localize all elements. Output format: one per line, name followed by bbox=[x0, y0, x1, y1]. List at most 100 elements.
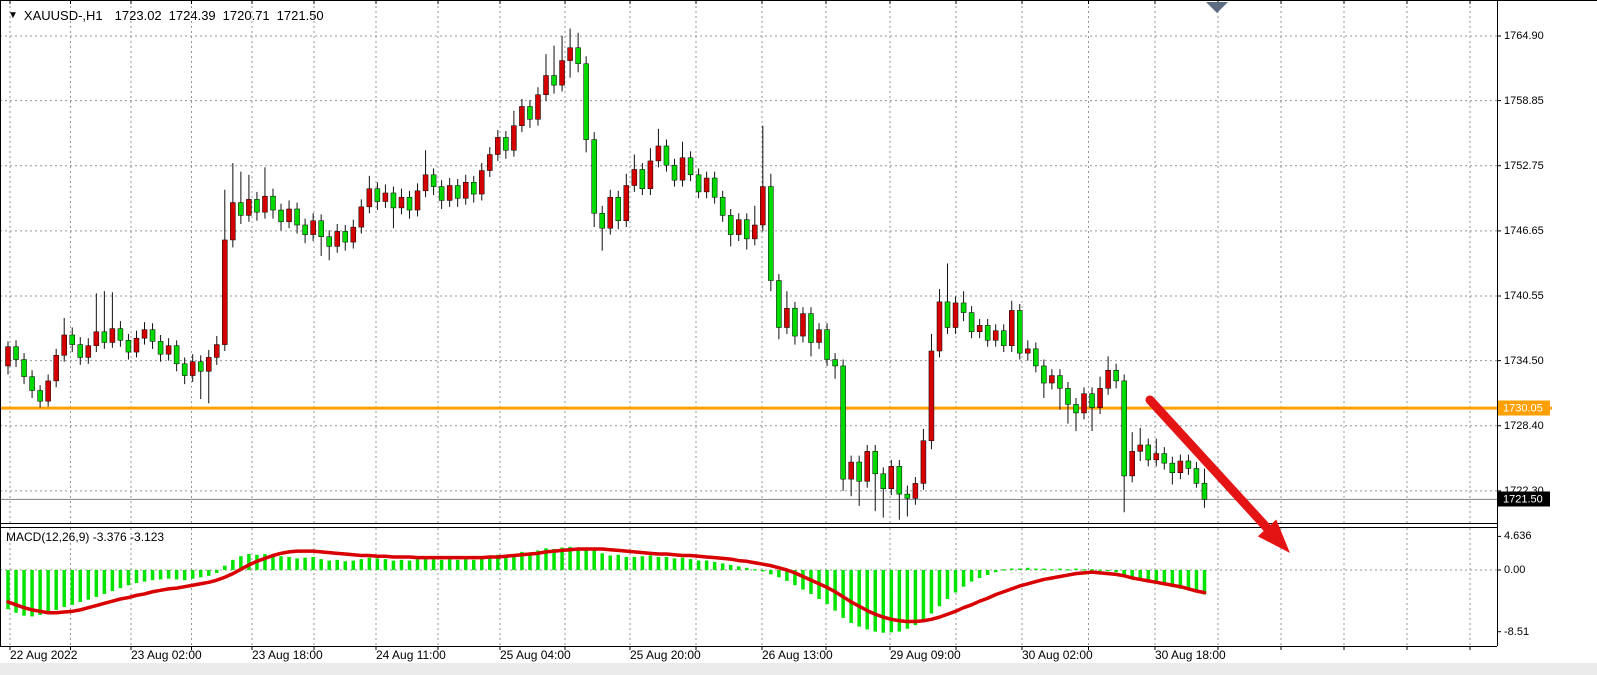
macd-bar bbox=[680, 557, 685, 570]
bear-candle bbox=[454, 185, 461, 199]
macd-bar bbox=[520, 551, 524, 570]
bear-candle bbox=[254, 199, 260, 213]
macd-bar bbox=[190, 570, 195, 579]
trend-arrow-shaft[interactable] bbox=[1145, 395, 1276, 537]
macd-bar bbox=[632, 556, 637, 570]
bull-candle bbox=[703, 177, 710, 193]
price-axis-label: 1758.85 bbox=[1504, 94, 1544, 107]
bull-candle bbox=[607, 196, 613, 229]
bear-candle bbox=[583, 63, 589, 140]
macd-bar bbox=[849, 570, 853, 623]
macd-bar bbox=[1194, 570, 1199, 593]
macd-bar bbox=[439, 559, 444, 570]
bull-candle bbox=[735, 219, 742, 235]
bear-candle bbox=[342, 231, 349, 243]
bull-candle bbox=[310, 220, 316, 235]
bear-candle bbox=[776, 280, 782, 328]
macd-bar bbox=[1202, 570, 1207, 595]
macd-bar bbox=[592, 549, 596, 570]
macd-bar bbox=[423, 557, 428, 570]
macd-bar bbox=[174, 570, 179, 580]
bear-candle bbox=[687, 157, 694, 176]
macd-bar bbox=[54, 570, 58, 610]
gridlines bbox=[0, 1, 1497, 646]
open-quote: 1723.02 bbox=[114, 7, 162, 23]
bear-candle bbox=[374, 188, 381, 202]
bull-candle bbox=[53, 355, 59, 382]
macd-bar bbox=[247, 554, 251, 570]
bear-candle bbox=[792, 308, 798, 337]
bull-candle bbox=[543, 75, 549, 95]
bear-candle bbox=[832, 359, 838, 367]
price-axis-label: 1740.55 bbox=[1504, 290, 1544, 302]
window-bottom-strip bbox=[0, 663, 1597, 675]
macd-bar bbox=[480, 558, 484, 570]
macd-bar bbox=[343, 561, 348, 570]
macd-bar bbox=[865, 570, 869, 630]
macd-bar bbox=[431, 559, 436, 570]
bull-candle bbox=[647, 160, 654, 189]
macd-bar bbox=[753, 569, 757, 571]
bear-candle bbox=[157, 341, 164, 355]
macd-bar bbox=[303, 557, 307, 570]
panel-borders bbox=[0, 0, 1597, 650]
bull-candle bbox=[623, 185, 630, 221]
bull-candle bbox=[189, 361, 196, 376]
bear-candle bbox=[1017, 310, 1023, 354]
bear-candle bbox=[13, 346, 19, 360]
macd-bar bbox=[712, 562, 717, 570]
bear-candle bbox=[663, 145, 670, 166]
macd-bar bbox=[640, 556, 645, 570]
bull-candle bbox=[679, 157, 686, 181]
trend-arrow-head[interactable] bbox=[1257, 519, 1290, 553]
chart-end-marker[interactable] bbox=[1206, 2, 1228, 13]
macd-bar bbox=[720, 563, 725, 570]
bear-candle bbox=[551, 75, 557, 86]
bull-candle bbox=[1129, 451, 1135, 477]
bear-candle bbox=[1073, 404, 1079, 414]
macd-bar bbox=[1114, 570, 1118, 573]
macd-bar bbox=[287, 556, 291, 570]
macd-bar bbox=[1050, 569, 1054, 571]
bull-candle bbox=[992, 330, 999, 341]
macd-bar bbox=[38, 570, 42, 615]
macd-bar bbox=[78, 570, 83, 602]
macd-bar bbox=[295, 558, 299, 570]
macd-bar bbox=[359, 559, 364, 570]
macd-bar bbox=[1106, 570, 1110, 572]
time-axis-label: 30 Aug 02:00 bbox=[1022, 648, 1093, 662]
high-quote: 1724.39 bbox=[168, 7, 216, 23]
bear-candle bbox=[173, 345, 180, 365]
bear-candle bbox=[968, 312, 975, 333]
close-quote: 1721.50 bbox=[276, 7, 324, 23]
macd-bar bbox=[14, 570, 18, 613]
last-price-tag: 1721.50 bbox=[1498, 491, 1550, 507]
symbol-collapse-icon[interactable]: ▼ bbox=[8, 9, 18, 21]
bear-candle bbox=[840, 365, 846, 480]
macd-bar bbox=[568, 546, 572, 570]
macd-bar bbox=[889, 570, 894, 633]
bear-candle bbox=[503, 137, 509, 151]
macd-bar bbox=[777, 570, 781, 578]
bull-candle bbox=[535, 94, 541, 120]
bear-candle bbox=[960, 302, 967, 313]
macd-bar bbox=[953, 570, 958, 593]
macd-bar bbox=[929, 570, 934, 614]
bull-candle bbox=[1049, 375, 1055, 384]
bear-candle bbox=[944, 301, 951, 328]
trend-arrow[interactable] bbox=[1145, 395, 1290, 553]
macd-bar bbox=[1034, 568, 1038, 570]
macd-bar bbox=[608, 555, 612, 570]
macd-bar bbox=[528, 552, 532, 570]
bull-candle bbox=[752, 224, 758, 240]
macd-bar bbox=[231, 559, 235, 570]
macd-bar bbox=[1090, 569, 1094, 571]
bear-candle bbox=[1000, 330, 1007, 346]
macd-axis-label: 0.00 bbox=[1504, 564, 1526, 576]
macd-bar bbox=[600, 553, 604, 570]
macd-bar bbox=[552, 548, 556, 570]
macd-bar bbox=[110, 570, 115, 592]
bear-candle bbox=[270, 195, 276, 211]
macd-bar bbox=[881, 570, 886, 633]
